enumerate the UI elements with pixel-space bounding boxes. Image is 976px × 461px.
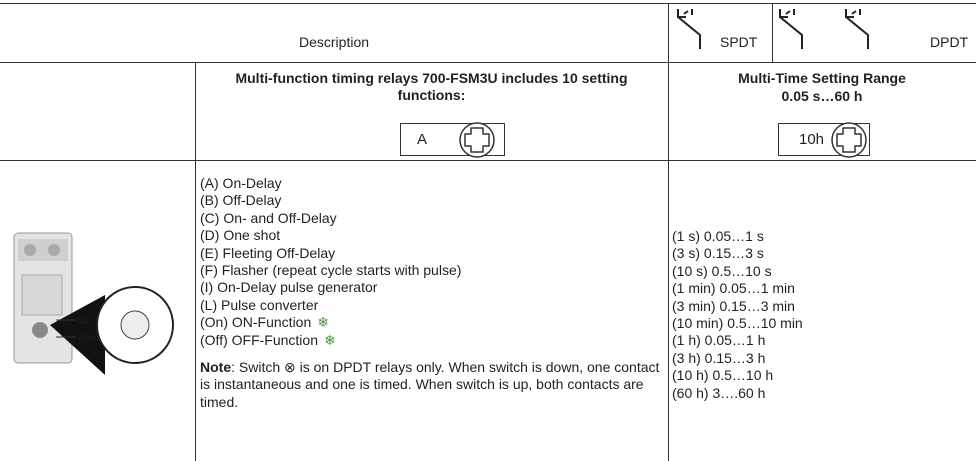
range-item: (3 s) 0.15…3 s [672, 245, 764, 262]
intro-left: Multi-function timing relays 700-FSM3U i… [235, 70, 628, 104]
function-item: (B) Off-Delay [200, 192, 461, 209]
range-item: (3 h) 0.15…3 h [672, 349, 766, 366]
header-dpdt: DPDT [930, 34, 969, 50]
function-item: (D) One shot [200, 227, 461, 244]
rule [0, 3, 976, 4]
rule [195, 62, 196, 461]
range-item: (60 h) 3….60 h [672, 384, 766, 401]
rule [0, 62, 976, 63]
range-item: (1 h) 0.05…1 h [672, 332, 766, 349]
down-label: Down [78, 333, 98, 342]
function-item: (On) ON-Function ❄ [200, 314, 461, 331]
function-item: (L) Pulse converter [200, 297, 461, 314]
function-text: (L) Pulse converter [200, 296, 319, 313]
function-text: (F) Flasher (repeat cycle starts with pu… [200, 262, 462, 279]
range-list: (1 s) 0.05…1 s (3 s) 0.15…3 s (10 s) 0.5…1… [672, 228, 803, 402]
function-item: (I) On-Delay pulse generator [200, 279, 461, 296]
dial [831, 122, 867, 158]
function-item: (C) On- and Off-Delay [200, 210, 461, 227]
rule [668, 3, 669, 461]
range-item: (10 min) 0.5…10 min [672, 315, 803, 332]
rule [0, 160, 976, 161]
header-spdt: SPDT [720, 34, 758, 50]
note-text: : Switch ⊗ is on DPDT relays only. When … [200, 359, 660, 410]
function-item: (Off) OFF-Function ❄ [200, 332, 461, 349]
rule [772, 3, 773, 62]
range-item: (1 min) 0.05…1 min [672, 280, 795, 297]
function-icon: ❄ [323, 331, 336, 348]
intro-right-range: 0.05 s…60 h [781, 88, 863, 104]
note-label: Note [200, 359, 232, 375]
contact-symbols [677, 9, 869, 49]
function-text: (A) On-Delay [200, 175, 282, 191]
function-text: (Off) OFF-Function [200, 331, 318, 348]
function-item: (A) On-Delay [200, 175, 461, 192]
dial [459, 122, 495, 158]
range-item: (1 s) 0.05…1 s [672, 228, 764, 244]
function-item: (E) Fleeting Off-Delay [200, 245, 461, 262]
range-item: (3 min) 0.15…3 min [672, 297, 795, 314]
intro-right-title: Multi-Time Setting Range [738, 70, 906, 86]
function-text: (E) Fleeting Off-Delay [200, 244, 336, 261]
function-text: (B) Off-Delay [200, 192, 282, 209]
function-text: (On) ON-Function [200, 314, 312, 331]
function-list: (A) On-Delay (B) Off-Delay (C) On- and Off… [200, 175, 461, 349]
function-item: (F) Flasher (repeat cycle starts with pu… [200, 262, 461, 279]
up-label: Up [78, 316, 89, 325]
function-icon: ❄ [317, 314, 329, 331]
header-description: Description [298, 34, 370, 50]
function-text: (C) On- and Off-Delay [200, 209, 337, 226]
box-label: 10h [799, 131, 825, 148]
note: Note: Switch ⊗ is on DPDT relays only. W… [200, 359, 665, 411]
range-item: (10 h) 0.5…10 h [672, 367, 774, 384]
range-item: (10 s) 0.5…10 s [672, 262, 772, 279]
setting-box: A [400, 122, 505, 158]
box-label: A [417, 131, 428, 148]
setting-box: 10h [778, 122, 870, 158]
function-text: (I) On-Delay pulse generator [200, 279, 378, 296]
relay-image: Up Down [13, 232, 174, 375]
function-text: (D) One shot [200, 227, 281, 244]
